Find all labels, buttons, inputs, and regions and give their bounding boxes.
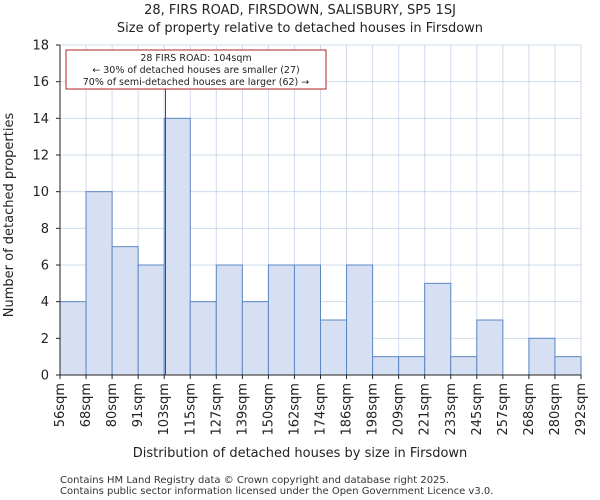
bar-115sqm [189, 301, 217, 376]
bar-280sqm [554, 356, 582, 376]
bar-68sqm [85, 191, 113, 376]
x-tick-label-292sqm: 292sqm [574, 383, 589, 436]
chart-subtitle: Size of property relative to detached ho… [117, 21, 483, 36]
x-tick-label-127sqm: 127sqm [209, 383, 224, 436]
y-tick-label-14: 14 [32, 112, 49, 127]
bar-268sqm [528, 337, 556, 376]
y-tick-label-16: 16 [32, 75, 49, 90]
annotation-line-1: 28 FIRS ROAD: 104sqm [140, 53, 251, 64]
bar-103sqm [163, 117, 191, 376]
x-tick-label-233sqm: 233sqm [444, 383, 459, 436]
chart-title: 28, FIRS ROAD, FIRSDOWN, SALISBURY, SP5 … [144, 3, 456, 18]
bar-56sqm [59, 301, 87, 376]
bar-91sqm [137, 264, 165, 376]
x-tick-label-68sqm: 68sqm [79, 383, 94, 427]
annotation-line-2: ← 30% of detached houses are smaller (27… [92, 65, 299, 76]
y-tick-label-18: 18 [32, 39, 49, 54]
y-axis-ticks: 0 2 4 6 8 10 12 14 16 18 [32, 39, 60, 384]
x-tick-label-209sqm: 209sqm [392, 383, 407, 436]
bar-162sqm [293, 264, 322, 376]
x-tick-label-174sqm: 174sqm [314, 383, 329, 436]
x-tick-label-56sqm: 56sqm [53, 383, 68, 427]
y-tick-label-10: 10 [32, 185, 49, 200]
y-tick-label-12: 12 [32, 149, 49, 164]
y-axis-label: Number of detached properties [2, 113, 17, 318]
y-tick-label-8: 8 [41, 222, 49, 237]
x-tick-label-186sqm: 186sqm [340, 383, 355, 436]
bar-245sqm [476, 319, 504, 376]
x-tick-label-91sqm: 91sqm [131, 383, 146, 427]
x-tick-label-139sqm: 139sqm [235, 383, 250, 436]
annotation-box [65, 49, 327, 90]
bar-221sqm [424, 282, 452, 376]
annotation-line-3: 70% of semi-detached houses are larger (… [83, 77, 310, 88]
x-tick-label-103sqm: 103sqm [157, 383, 172, 436]
bar-198sqm [372, 356, 400, 376]
bar-127sqm [215, 264, 243, 376]
y-tick-label-4: 4 [41, 295, 49, 310]
x-tick-label-162sqm: 162sqm [287, 383, 302, 436]
x-tick-label-80sqm: 80sqm [105, 383, 120, 427]
footer-line-2: Contains public sector information licen… [60, 486, 493, 497]
bar-233sqm [450, 356, 478, 376]
x-tick-label-257sqm: 257sqm [496, 383, 511, 436]
footer-line-1: Contains HM Land Registry data © Crown c… [60, 475, 449, 486]
bar-186sqm [346, 264, 374, 376]
x-tick-label-198sqm: 198sqm [366, 383, 381, 436]
bar-174sqm [320, 319, 348, 376]
x-tick-label-150sqm: 150sqm [261, 383, 276, 436]
bar-80sqm [111, 246, 139, 376]
x-tick-label-280sqm: 280sqm [548, 383, 563, 436]
y-tick-label-2: 2 [41, 332, 49, 347]
bar-209sqm [398, 356, 426, 376]
bar-150sqm [267, 264, 295, 376]
x-tick-label-115sqm: 115sqm [183, 383, 198, 436]
x-tick-label-221sqm: 221sqm [418, 383, 433, 436]
bar-139sqm [241, 301, 269, 376]
x-axis-label: Distribution of detached houses by size … [133, 446, 468, 461]
y-tick-label-0: 0 [41, 369, 49, 384]
x-tick-label-245sqm: 245sqm [470, 383, 485, 436]
x-axis-ticks: 56sqm 68sqm 80sqm 91sqm 103sqm 115sqm 127sqm 13… [53, 375, 589, 436]
y-tick-label-6: 6 [41, 259, 49, 274]
bars [59, 117, 582, 376]
x-tick-label-268sqm: 268sqm [522, 383, 537, 436]
